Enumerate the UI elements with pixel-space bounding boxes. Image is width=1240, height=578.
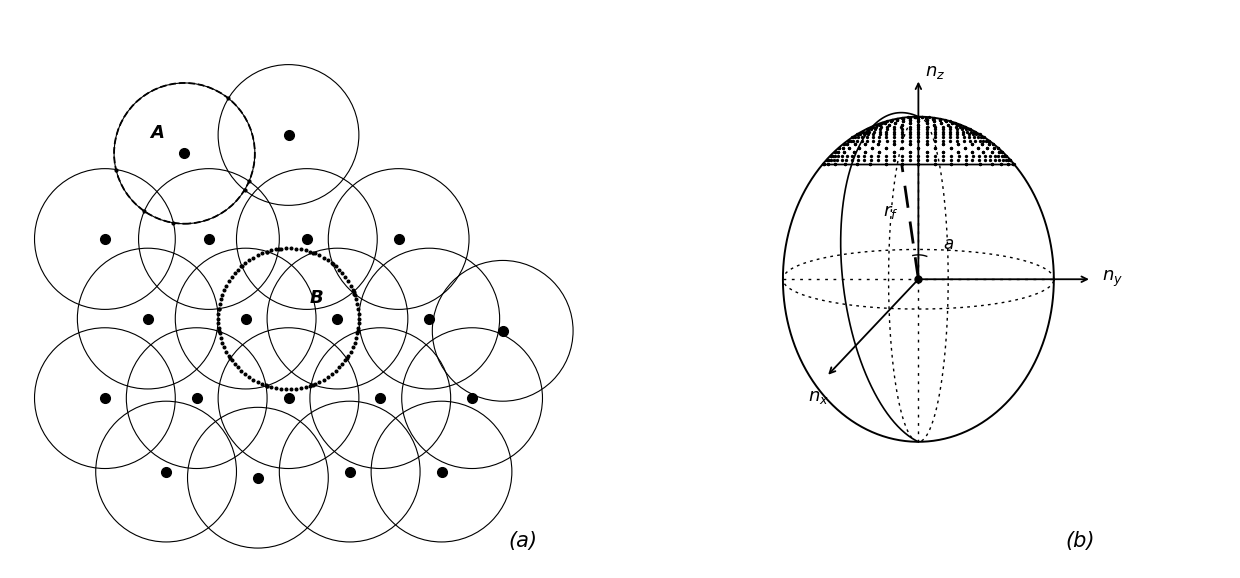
Text: B: B xyxy=(309,289,322,307)
Text: $n_x$: $n_x$ xyxy=(807,388,828,406)
Text: $n_y$: $n_y$ xyxy=(1101,269,1122,290)
Text: (a): (a) xyxy=(508,531,537,551)
Text: $a$: $a$ xyxy=(942,235,954,253)
Text: $r_f$: $r_f$ xyxy=(883,203,899,221)
Text: $n_z$: $n_z$ xyxy=(925,63,945,81)
Text: (b): (b) xyxy=(1065,531,1095,551)
Text: A: A xyxy=(150,124,164,142)
